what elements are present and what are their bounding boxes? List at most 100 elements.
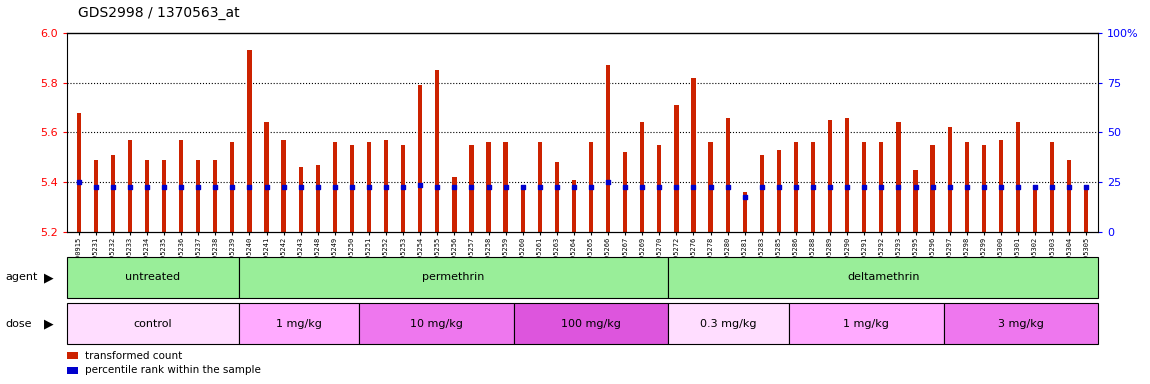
Point [923,184,942,190]
Point [941,184,959,190]
Bar [419,85,422,232]
Bar [521,190,524,232]
Point [172,184,191,190]
Point [872,184,890,190]
Bar [776,150,781,232]
Point [804,184,822,190]
Bar [315,165,320,232]
Bar [67,257,239,298]
Bar [606,65,611,232]
Point [787,184,805,190]
Bar [708,142,713,232]
Point [958,184,976,190]
Point [1043,184,1061,190]
Point [377,184,396,190]
Bar [350,145,354,232]
Point [599,179,618,185]
Bar [862,142,866,232]
Text: GDS2998 / 1370563_at: GDS2998 / 1370563_at [78,6,240,20]
Point [86,184,105,190]
Text: 1 mg/kg: 1 mg/kg [276,318,322,329]
Bar [401,145,405,232]
Bar [948,127,952,232]
Point [736,194,754,200]
Point [889,184,907,190]
Point [258,184,276,190]
Point [121,184,139,190]
Bar [1015,122,1020,232]
Bar [726,118,730,232]
Bar [162,160,167,232]
Bar [845,118,850,232]
Point [428,184,446,190]
Bar [1067,160,1072,232]
Bar [674,105,678,232]
Text: dose: dose [6,318,32,329]
Bar [213,160,217,232]
Text: ▶: ▶ [44,271,53,284]
Text: agent: agent [6,272,38,283]
Point [325,184,344,190]
Point [343,184,361,190]
Bar [359,303,514,344]
Bar [668,257,1098,298]
Point [752,184,770,190]
Point [138,184,156,190]
Bar [514,303,668,344]
Point [991,184,1010,190]
Point [821,184,839,190]
Bar [943,303,1098,344]
Bar [247,50,252,232]
Point [1026,184,1044,190]
Point [565,184,583,190]
Point [582,184,600,190]
Bar [538,142,542,232]
Bar [504,142,508,232]
Bar [828,120,833,232]
Bar [930,145,935,232]
Bar [1033,187,1037,232]
Point [667,184,685,190]
Bar [572,180,576,232]
Point [206,184,224,190]
Point [497,184,515,190]
Point [291,184,309,190]
Bar [668,303,789,344]
Text: 0.3 mg/kg: 0.3 mg/kg [700,318,757,329]
Bar [367,142,371,232]
Bar [332,142,337,232]
Bar [435,70,439,232]
Bar [691,78,696,232]
Point [308,184,327,190]
Bar [486,142,491,232]
Bar [282,140,285,232]
Bar [469,145,474,232]
Bar [128,140,132,232]
Bar [179,140,183,232]
Text: ▶: ▶ [44,317,53,330]
Point [104,184,122,190]
Bar [264,122,269,232]
Point [1009,184,1027,190]
Text: control: control [133,318,172,329]
Point [906,184,925,190]
Bar [145,160,150,232]
Point [974,184,992,190]
Bar [982,145,986,232]
Text: 1 mg/kg: 1 mg/kg [843,318,889,329]
Bar [299,167,302,232]
Bar [641,122,644,232]
Point [530,184,549,190]
Point [69,179,87,185]
Bar [965,142,969,232]
Point [514,184,532,190]
Text: 10 mg/kg: 10 mg/kg [409,318,462,329]
Point [189,184,207,190]
Point [394,184,413,190]
Point [856,184,874,190]
Point [547,184,566,190]
Bar [239,257,668,298]
Bar [589,142,593,232]
Point [684,184,703,190]
Text: permethrin: permethrin [422,272,484,283]
